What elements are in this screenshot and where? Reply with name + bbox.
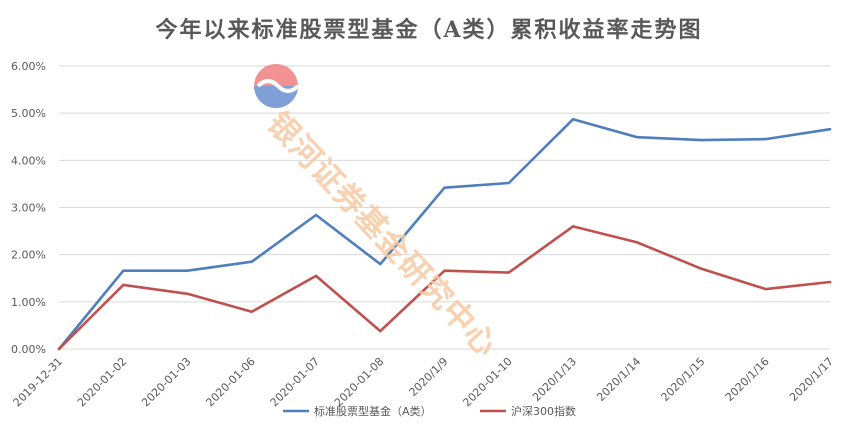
x-tick-label: 2020-01-07: [268, 355, 322, 409]
x-tick-label: 2020/1/15: [659, 355, 708, 404]
x-tick-label: 2020/1/13: [530, 355, 579, 404]
data-point: [700, 267, 703, 271]
legend: 标准股票型基金（A类） 沪深300指数: [283, 404, 576, 418]
data-point: [764, 137, 767, 141]
data-point: [571, 118, 575, 121]
data-point: [828, 280, 832, 284]
data-point: [828, 128, 832, 131]
data-point: [443, 269, 446, 272]
y-axis-tick-labels: 0.00% 1.00% 2.00% 3.00% 4.00% 5.00% 6.00%: [11, 60, 46, 356]
x-tick-label: 2020-01-03: [139, 355, 193, 409]
series-lines: [57, 118, 832, 351]
x-tick-label: 2020/1/16: [723, 355, 772, 404]
x-tick-label: 2020/1/17: [787, 355, 836, 404]
gridlines: [59, 65, 830, 350]
y-tick-label: 1.00%: [11, 296, 46, 309]
y-tick-label: 0.00%: [11, 343, 46, 356]
y-tick-label: 5.00%: [11, 107, 46, 120]
data-point: [314, 213, 318, 217]
legend-label: 沪深300指数: [511, 404, 576, 418]
data-point: [186, 292, 189, 296]
x-tick-label: 2020/1/9: [406, 355, 450, 399]
x-tick-label: 2020/1/14: [594, 355, 643, 404]
x-tick-label: 2020-01-02: [75, 355, 129, 409]
data-point: [636, 136, 639, 139]
x-axis-tick-labels: 2019-12-31 2020-01-02 2020-01-03 2020-01-06…: [11, 355, 836, 409]
y-tick-label: 2.00%: [11, 249, 46, 262]
data-point: [507, 271, 510, 274]
data-point: [57, 347, 61, 351]
y-tick-label: 3.00%: [11, 202, 46, 215]
data-point: [764, 287, 767, 291]
data-point: [443, 186, 446, 189]
data-point: [122, 269, 125, 272]
data-point: [186, 269, 189, 272]
data-point: [250, 310, 253, 313]
data-point: [379, 262, 382, 266]
x-tick-label: 2019-12-31: [11, 355, 65, 409]
data-point: [122, 283, 125, 287]
data-point: [571, 225, 575, 228]
data-point: [250, 260, 253, 263]
y-tick-label: 4.00%: [11, 154, 46, 167]
legend-label: 标准股票型基金（A类）: [314, 404, 432, 418]
x-tick-label: 2020-01-08: [332, 355, 386, 409]
x-tick-label: 2020-01-10: [460, 355, 514, 409]
chart-title: 今年以来标准股票型基金（A类）累积收益率走势图: [155, 17, 703, 43]
y-tick-label: 6.00%: [11, 60, 46, 73]
data-point: [314, 274, 318, 278]
data-point: [507, 181, 510, 185]
data-point: [700, 138, 703, 142]
data-point: [636, 241, 639, 244]
data-point: [379, 329, 382, 333]
x-tick-label: 2020-01-06: [203, 355, 257, 409]
watermark-logo: [254, 64, 300, 108]
